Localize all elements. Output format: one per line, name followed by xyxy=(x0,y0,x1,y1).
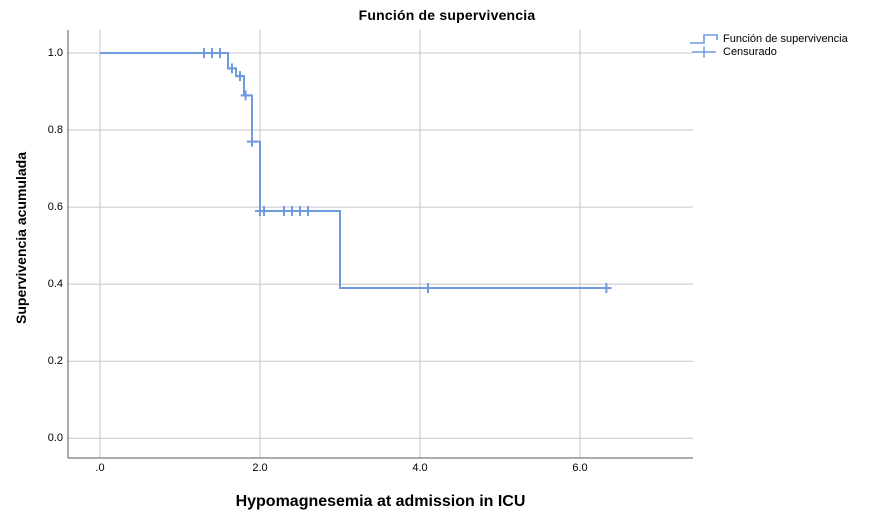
chart-title: Función de supervivencia xyxy=(358,7,536,23)
y-axis-title: Supervivencia acumulada xyxy=(13,152,29,324)
x-axis-title: Hypomagnesemia at admission in ICU xyxy=(235,493,526,510)
x-tick-label: 4.0 xyxy=(412,462,428,474)
y-tick-label: 0.6 xyxy=(47,201,63,214)
y-tick-label: 0.2 xyxy=(47,355,63,368)
x-tick-label: .0 xyxy=(95,462,105,474)
legend-label-censored: Censurado xyxy=(723,46,777,58)
y-tick-label: 0.4 xyxy=(47,278,63,291)
x-tick-label: 6.0 xyxy=(572,462,588,474)
survival-step-line xyxy=(100,52,608,290)
x-tick-label: 2.0 xyxy=(252,462,268,474)
y-tick-label: 1.0 xyxy=(47,47,63,59)
legend: Función de supervivencia Censurado xyxy=(689,33,848,59)
plus-marker-icon xyxy=(692,46,716,58)
legend-label-survival: Función de supervivencia xyxy=(723,33,848,45)
y-tick-label: 0.8 xyxy=(47,124,63,137)
legend-entry-survival: Función de supervivencia xyxy=(689,33,848,45)
y-tick-label: 0.0 xyxy=(47,432,63,445)
legend-entry-censored: Censurado xyxy=(689,46,848,58)
step-line-icon xyxy=(690,34,718,44)
